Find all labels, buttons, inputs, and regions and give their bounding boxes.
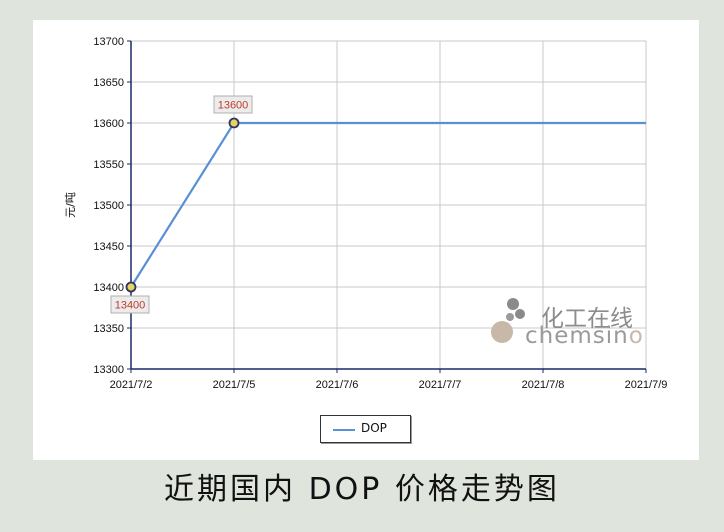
watermark-logo: 化工在线 chemsino [488, 296, 648, 356]
y-tick-label: 13650 [93, 77, 124, 89]
x-tick-label: 2021/7/8 [522, 379, 565, 391]
watermark-en-main: chemsin [525, 323, 629, 349]
series-line-dop [130, 121, 646, 288]
legend-swatch-dop [333, 429, 355, 431]
y-tick-label: 13350 [93, 323, 124, 335]
data-label: 13600 [218, 100, 249, 112]
y-tick-label: 13400 [93, 282, 124, 294]
x-tick-label: 2021/7/7 [419, 379, 462, 391]
data-point-marker [228, 117, 240, 129]
x-tick-label: 2021/7/9 [625, 379, 668, 391]
y-tick-label: 13600 [93, 118, 124, 130]
watermark-en: chemsino [525, 323, 644, 349]
x-tick-label: 2021/7/5 [213, 379, 256, 391]
y-tick-label: 13300 [93, 364, 124, 376]
legend-label-dop: DOP [361, 421, 387, 435]
y-tick-label: 13700 [93, 36, 124, 48]
watermark-en-tail: o [628, 323, 644, 349]
data-label-box [213, 95, 253, 114]
x-tick-label: 2021/7/2 [110, 379, 153, 391]
legend: DOP [320, 415, 411, 443]
chart-caption: 近期国内 DOP 价格走势图 [164, 472, 560, 507]
watermark-cn: 化工在线 [541, 306, 633, 332]
x-tick-label: 2021/7/6 [316, 379, 359, 391]
y-tick-label: 13450 [93, 241, 124, 253]
y-tick-label: 13550 [93, 159, 124, 171]
chemsino-logo-icon [491, 298, 525, 343]
y-axis-label: 元/吨 [64, 192, 77, 218]
data-label-box [110, 295, 150, 314]
data-point-marker [125, 281, 137, 293]
y-tick-label: 13500 [93, 200, 124, 212]
data-label: 13400 [115, 300, 146, 312]
